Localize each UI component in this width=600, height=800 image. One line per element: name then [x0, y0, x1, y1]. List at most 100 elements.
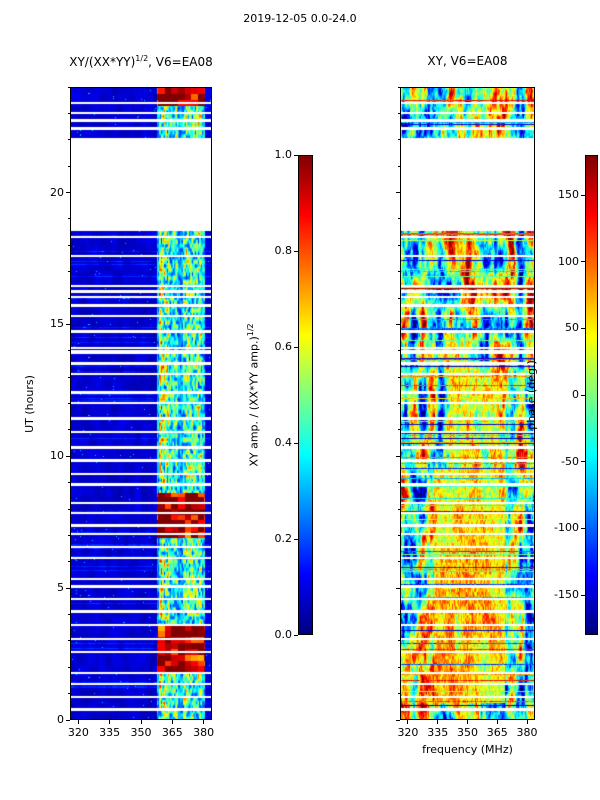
y-tick-label: 15 [50, 317, 64, 331]
left-heatmap-canvas [71, 88, 211, 719]
x-axis-label: frequency (MHz) [422, 743, 513, 756]
y-tick-mark [398, 86, 400, 88]
x-tick-label: 365 [486, 726, 508, 739]
y-tick-mark [68, 508, 70, 510]
y-tick-label: 20 [50, 185, 64, 199]
y-tick-mark [398, 614, 400, 615]
y-tick-mark [68, 693, 70, 695]
y-tick-mark [398, 429, 400, 431]
x-tick-label: 320 [397, 726, 419, 739]
left-title-suffix: , V6=EA08 [148, 55, 213, 69]
y-tick-mark [398, 376, 400, 378]
amplitude-colorbar [298, 155, 313, 635]
colorbar-tick-label: 50 [565, 321, 579, 335]
y-tick-mark [66, 587, 70, 589]
y-tick-mark [66, 719, 70, 721]
x-tick-label: 350 [130, 726, 152, 739]
x-tick-label: 365 [161, 726, 183, 739]
y-tick-mark [396, 323, 400, 325]
y-tick-mark [396, 719, 400, 721]
phase-colorbar [585, 155, 598, 635]
colorbar-tick-mark [581, 527, 585, 529]
right-panel-title: XY, V6=EA08 [427, 54, 508, 68]
y-tick-mark [68, 271, 70, 273]
left-title-exponent: 1/2 [135, 54, 149, 63]
colorbar-tick-mark [294, 634, 298, 636]
x-tick-mark [77, 720, 79, 724]
colorbar-tick-mark [581, 594, 585, 596]
y-tick-mark [398, 350, 400, 352]
colorbar-tick-mark [294, 250, 298, 252]
y-tick-mark [396, 455, 400, 457]
colorbar-tick-label: -100 [554, 521, 579, 535]
left-title-main: XY/(XX*YY) [69, 55, 136, 69]
y-tick-mark [398, 271, 400, 273]
y-tick-mark [68, 165, 70, 167]
colorbar-tick-mark [294, 442, 298, 444]
colorbar-tick-mark [294, 154, 298, 156]
y-tick-label: 10 [50, 449, 64, 463]
y-tick-mark [68, 640, 70, 642]
x-tick-mark [140, 720, 142, 724]
x-tick-label: 335 [427, 726, 449, 739]
colorbar-tick-label: 150 [558, 188, 579, 201]
y-tick-mark [68, 534, 70, 536]
y-tick-label: 0 [57, 713, 64, 726]
colorbar-tick-label: 100 [558, 254, 579, 268]
y-tick-mark [398, 534, 400, 536]
colorbar-tick-label: -50 [561, 454, 579, 468]
y-tick-mark [398, 666, 400, 668]
y-tick-mark [398, 165, 400, 167]
y-tick-mark [68, 218, 70, 220]
colorbar-tick-label: 0.8 [274, 244, 293, 257]
y-tick-mark [396, 587, 400, 589]
x-tick-label: 350 [457, 726, 478, 739]
colorbar-tick-label: 1.0 [274, 148, 293, 161]
y-tick-mark [398, 112, 400, 114]
y-tick-mark [68, 244, 70, 246]
colorbar-tick-mark [294, 346, 298, 348]
colorbar-tick-mark [581, 261, 585, 263]
colorbar-tick-mark [581, 394, 585, 396]
right-heatmap-panel [400, 87, 535, 720]
left-panel-title: XY/(XX*YY)1/2, V6=EA08 [20, 54, 262, 69]
y-tick-mark [68, 297, 70, 299]
y-tick-mark [66, 455, 70, 457]
colorbar-tick-label: 0.6 [274, 340, 293, 353]
y-tick-mark [398, 640, 400, 642]
x-tick-mark [496, 720, 498, 724]
right-heatmap-canvas [401, 88, 534, 719]
y-tick-mark [398, 297, 400, 299]
y-tick-mark [398, 139, 400, 141]
y-tick-mark [68, 614, 70, 615]
x-tick-mark [407, 720, 409, 724]
y-tick-mark [68, 376, 70, 378]
x-tick-label: 320 [67, 726, 89, 739]
y-tick-mark [68, 86, 70, 88]
colorbar-tick-label: 0.0 [274, 628, 293, 641]
figure-title: 2019-12-05 0.0-24.0 [243, 12, 357, 25]
colorbar-tick-mark [294, 538, 298, 540]
x-tick-label: 335 [99, 726, 121, 739]
y-tick-mark [68, 403, 70, 404]
y-tick-mark [398, 482, 400, 484]
y-tick-mark [398, 244, 400, 246]
colorbar-tick-mark [581, 461, 585, 463]
colorbar-tick-label: 0.4 [274, 436, 293, 449]
y-tick-mark [68, 139, 70, 141]
y-tick-mark [68, 666, 70, 668]
x-tick-mark [437, 720, 439, 724]
left-heatmap-panel [70, 87, 212, 720]
y-tick-mark [68, 429, 70, 431]
x-tick-label: 380 [516, 726, 538, 739]
x-tick-mark [467, 720, 468, 724]
y-tick-mark [396, 192, 400, 193]
colorbar-tick-label: 0.2 [274, 532, 293, 545]
colorbar-tick-mark [581, 194, 585, 196]
x-tick-label: 380 [193, 726, 215, 739]
y-tick-mark [398, 693, 400, 695]
x-tick-mark [171, 720, 173, 724]
y-tick-mark [398, 218, 400, 220]
